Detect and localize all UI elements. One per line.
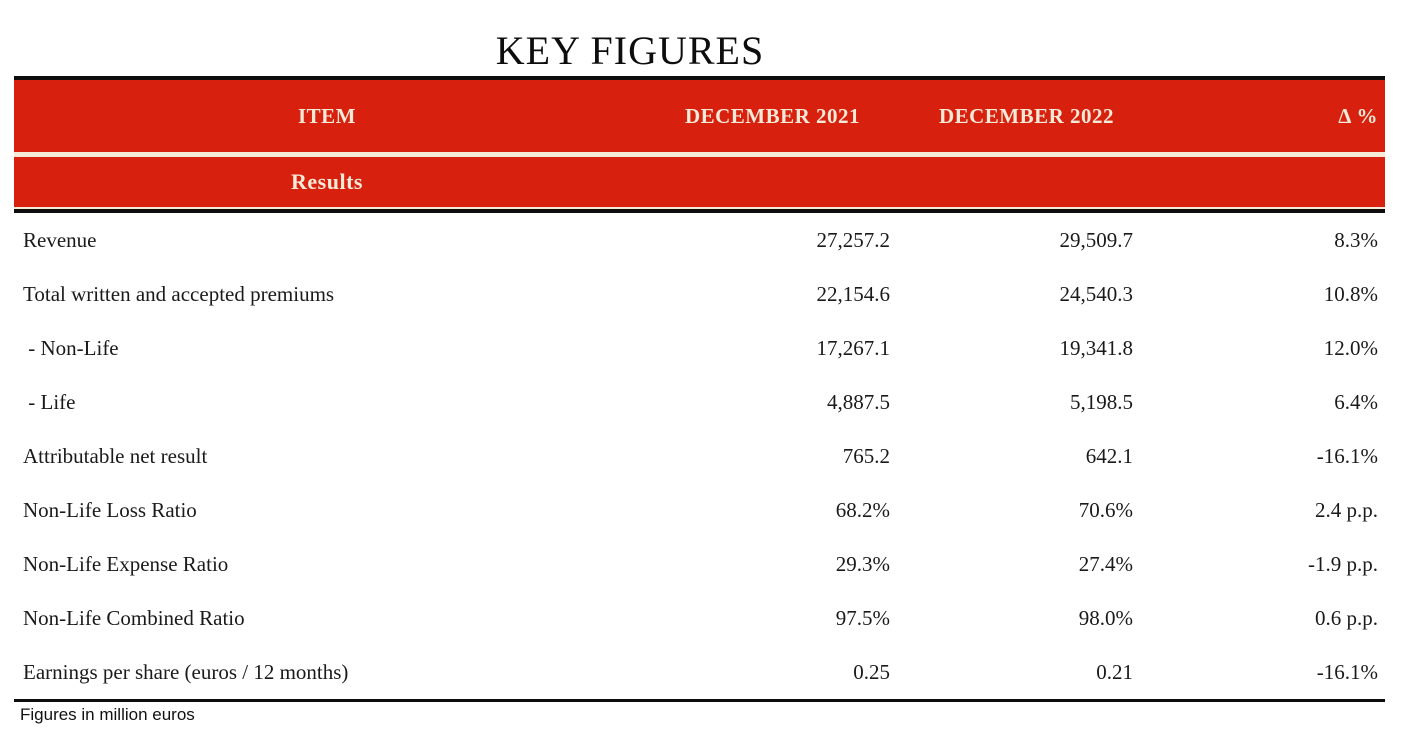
- footnote: Figures in million euros: [20, 705, 195, 724]
- cell-dec2021: 27,257.2: [816, 227, 891, 252]
- cell-dec2021: 22,154.6: [816, 281, 891, 306]
- cell-item: - Non-Life: [23, 335, 119, 360]
- table-row: Earnings per share (euros / 12 months) 0…: [14, 645, 1385, 699]
- cell-dec2022: 29,509.7: [1059, 227, 1134, 252]
- key-figures-table: ITEM DECEMBER 2021 DECEMBER 2022 Δ % Res…: [14, 76, 1385, 702]
- header-cream-divider: [14, 152, 1385, 157]
- cell-delta: 8.3%: [1334, 227, 1378, 252]
- cell-delta: 2.4 p.p.: [1315, 497, 1378, 522]
- header-cell-dec2022: DECEMBER 2022: [938, 103, 1115, 128]
- cell-delta: 0.6 p.p.: [1315, 605, 1378, 630]
- cell-dec2021: 17,267.1: [816, 335, 891, 360]
- header-cell-delta: Δ %: [1338, 103, 1378, 128]
- cell-item: Non-Life Combined Ratio: [23, 605, 245, 630]
- cell-dec2022: 98.0%: [1078, 605, 1133, 630]
- cell-item: Revenue: [23, 227, 97, 252]
- cell-dec2021: 4,887.5: [827, 389, 890, 414]
- cell-delta: -1.9 p.p.: [1308, 551, 1378, 576]
- table-bottom-border: [14, 699, 1385, 702]
- cell-dec2021: 29.3%: [835, 551, 890, 576]
- table-header-row: ITEM DECEMBER 2021 DECEMBER 2022 Δ %: [14, 80, 1385, 152]
- table-row: Non-Life Expense Ratio 29.3% 27.4% -1.9 …: [14, 537, 1385, 591]
- section-row-results: Results: [14, 157, 1385, 207]
- cell-item: Earnings per share (euros / 12 months): [23, 659, 349, 684]
- cell-dec2021: 68.2%: [835, 497, 890, 522]
- cell-dec2022: 19,341.8: [1059, 335, 1134, 360]
- cell-item: Non-Life Expense Ratio: [23, 551, 229, 576]
- table-row: - Non-Life 17,267.1 19,341.8 12.0%: [14, 321, 1385, 375]
- cell-dec2022: 24,540.3: [1059, 281, 1134, 306]
- cell-dec2021: 765.2: [842, 443, 890, 468]
- cell-delta: 6.4%: [1334, 389, 1378, 414]
- table-row: Non-Life Loss Ratio 68.2% 70.6% 2.4 p.p.: [14, 483, 1385, 537]
- cell-delta: -16.1%: [1316, 443, 1378, 468]
- table-row: Attributable net result 765.2 642.1 -16.…: [14, 429, 1385, 483]
- cell-dec2021: 0.25: [853, 659, 890, 684]
- table-row: Revenue 27,257.2 29,509.7 8.3%: [14, 213, 1385, 267]
- section-black-divider: [14, 209, 1385, 213]
- cell-dec2022: 5,198.5: [1070, 389, 1133, 414]
- header-cell-item: ITEM: [297, 103, 356, 128]
- cell-dec2022: 0.21: [1096, 659, 1133, 684]
- table-row: Total written and accepted premiums 22,1…: [14, 267, 1385, 321]
- table-row: Non-Life Combined Ratio 97.5% 98.0% 0.6 …: [14, 591, 1385, 645]
- cell-item: - Life: [23, 389, 76, 414]
- header-cell-dec2021: DECEMBER 2021: [684, 103, 861, 128]
- section-cream-divider: [14, 207, 1385, 209]
- table-top-border: [14, 76, 1385, 80]
- cell-delta: 12.0%: [1323, 335, 1378, 360]
- cell-item: Attributable net result: [23, 443, 208, 468]
- cell-dec2022: 27.4%: [1078, 551, 1133, 576]
- cell-delta: -16.1%: [1316, 659, 1378, 684]
- page-title: KEY FIGURES: [495, 27, 765, 73]
- cell-item: Non-Life Loss Ratio: [23, 497, 197, 522]
- section-label: Results: [291, 169, 363, 194]
- cell-item: Total written and accepted premiums: [23, 281, 335, 306]
- cell-dec2022: 642.1: [1085, 443, 1133, 468]
- cell-dec2021: 97.5%: [835, 605, 890, 630]
- cell-delta: 10.8%: [1323, 281, 1378, 306]
- table-row: - Life 4,887.5 5,198.5 6.4%: [14, 375, 1385, 429]
- cell-dec2022: 70.6%: [1078, 497, 1133, 522]
